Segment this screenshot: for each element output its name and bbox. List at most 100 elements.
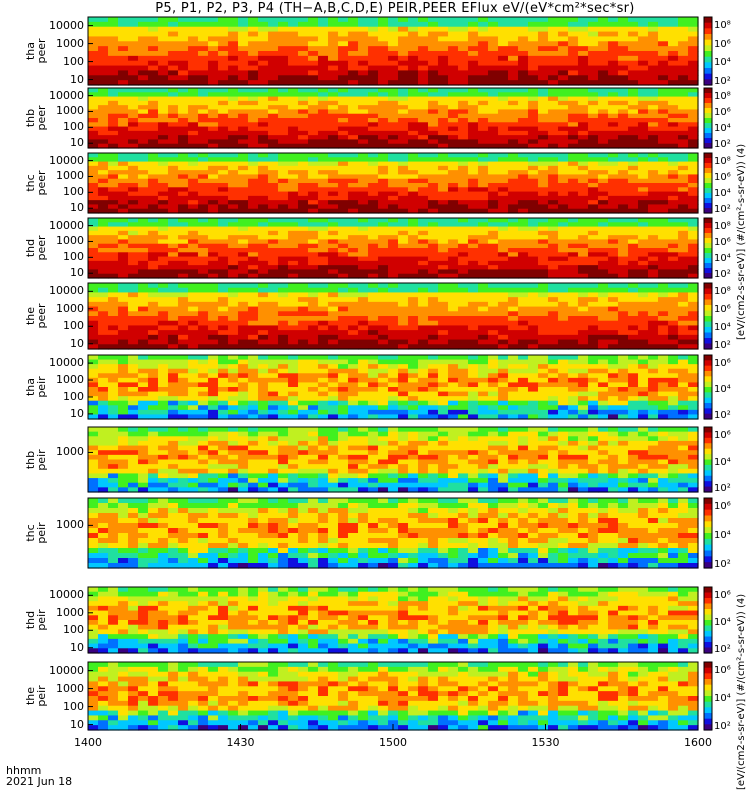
spectrogram-cell	[88, 109, 99, 115]
spectrogram-cell	[568, 230, 579, 236]
spectrogram-cell	[288, 256, 299, 262]
spectrogram-cell	[538, 165, 549, 171]
spectrogram-cell	[528, 339, 539, 345]
spectrogram-cell	[378, 109, 389, 115]
spectrogram-cell	[298, 70, 309, 76]
spectrogram-cell	[278, 143, 289, 149]
spectrogram-cell	[398, 170, 409, 176]
spectrogram-cell	[208, 330, 219, 336]
spectrogram-cell	[468, 414, 479, 420]
spectrogram-cell	[478, 153, 489, 158]
spectrogram-cell	[438, 377, 449, 384]
spectrogram-cell	[608, 339, 619, 345]
spectrogram-cell	[538, 320, 549, 327]
spectrogram-cell	[168, 139, 179, 145]
spectrogram-cell	[398, 143, 409, 149]
spectrogram-cell	[428, 109, 439, 115]
spectrogram-cell	[688, 252, 699, 258]
spectrogram-cell	[488, 51, 499, 57]
spectrogram-cell	[198, 26, 209, 33]
spectrogram-cell	[188, 113, 199, 119]
colorbar-swatch	[704, 273, 712, 277]
spectrogram-cell	[158, 235, 169, 241]
spectrogram-cell	[138, 170, 149, 176]
spectrogram-cell	[338, 21, 349, 28]
spectrogram-cell	[468, 235, 479, 241]
spectrogram-cell	[508, 283, 519, 289]
spectrogram-cell	[438, 260, 449, 266]
spectrogram-cell	[178, 292, 189, 298]
spectrogram-cell	[378, 135, 389, 141]
spectrogram-cell	[298, 334, 309, 341]
spectrogram-cell	[528, 118, 539, 123]
spectrogram-cell	[398, 283, 409, 289]
spectrogram-cell	[498, 92, 509, 98]
spectrogram-cell	[568, 17, 579, 23]
spectrogram-cell	[328, 235, 339, 241]
spectrogram-cell	[638, 339, 649, 345]
spectrogram-cell	[498, 65, 509, 72]
spectrogram-cell	[118, 55, 129, 62]
spectrogram-cell	[448, 165, 459, 171]
spectrogram-cell	[598, 283, 609, 289]
spectrogram-cell	[108, 204, 119, 210]
spectrogram-cell	[478, 51, 489, 57]
spectrogram-cell	[218, 88, 229, 93]
spectrogram-cell	[688, 41, 699, 47]
spectrogram-cell	[88, 301, 99, 308]
spectrogram-cell	[128, 218, 139, 223]
spectrogram-cell	[348, 135, 359, 141]
spectrogram-cell	[308, 60, 319, 67]
spectrogram-cell	[488, 283, 499, 289]
spectrogram-cell	[268, 396, 279, 402]
spectrogram-cell	[338, 109, 349, 115]
spectrogram-cell	[438, 287, 449, 294]
spectrogram-cell	[138, 195, 149, 201]
spectrogram-cell	[448, 265, 459, 271]
spectrogram-cell	[288, 161, 299, 167]
spectrogram-cell	[438, 325, 449, 331]
spectrogram-cell	[348, 400, 359, 406]
spectrogram-cell	[208, 391, 219, 397]
spectrogram-cell	[678, 36, 689, 42]
spectrogram-cell	[438, 334, 449, 341]
spectrogram-cell	[288, 320, 299, 327]
spectrogram-cell	[238, 260, 249, 266]
spectrogram-cell	[178, 200, 189, 206]
spectrogram-cell	[408, 287, 419, 294]
spectrogram-cell	[298, 260, 309, 266]
spectrogram-cell	[498, 226, 509, 232]
spectrogram-cell	[438, 339, 449, 345]
spectrogram-cell	[438, 174, 449, 180]
spectrogram-cell	[318, 243, 329, 249]
spectrogram-cell	[618, 269, 629, 275]
spectrogram-cell	[368, 183, 379, 188]
spectrogram-cell	[518, 283, 529, 289]
spectrogram-cell	[178, 70, 189, 76]
spectrogram-cell	[468, 239, 479, 245]
spectrogram-cell	[198, 359, 209, 365]
spectrogram-cell	[528, 187, 539, 193]
spectrogram-cell	[538, 26, 549, 33]
spectrogram-cell	[338, 414, 349, 420]
spectrogram-cell	[518, 60, 529, 67]
spectrogram-cell	[88, 60, 99, 67]
spectrogram-cell	[598, 174, 609, 180]
spectrogram-cell	[538, 92, 549, 98]
spectrogram-cell	[438, 256, 449, 262]
spectrogram-cell	[448, 409, 459, 416]
spectrogram-cell	[118, 252, 129, 258]
spectrogram-cell	[318, 118, 329, 123]
spectrogram-cell	[658, 157, 669, 163]
spectrogram-cell	[458, 330, 469, 336]
spectrogram-cell	[408, 41, 419, 47]
spectrogram-cell	[288, 183, 299, 188]
spectrogram-cell	[398, 256, 409, 262]
spectrogram-cell	[378, 118, 389, 123]
spectrogram-cell	[628, 230, 639, 236]
spectrogram-cell	[548, 118, 559, 123]
spectrogram-cell	[448, 301, 459, 308]
spectrogram-cell	[338, 96, 349, 102]
spectrogram-cell	[338, 243, 349, 249]
spectrogram-cell	[588, 170, 599, 176]
